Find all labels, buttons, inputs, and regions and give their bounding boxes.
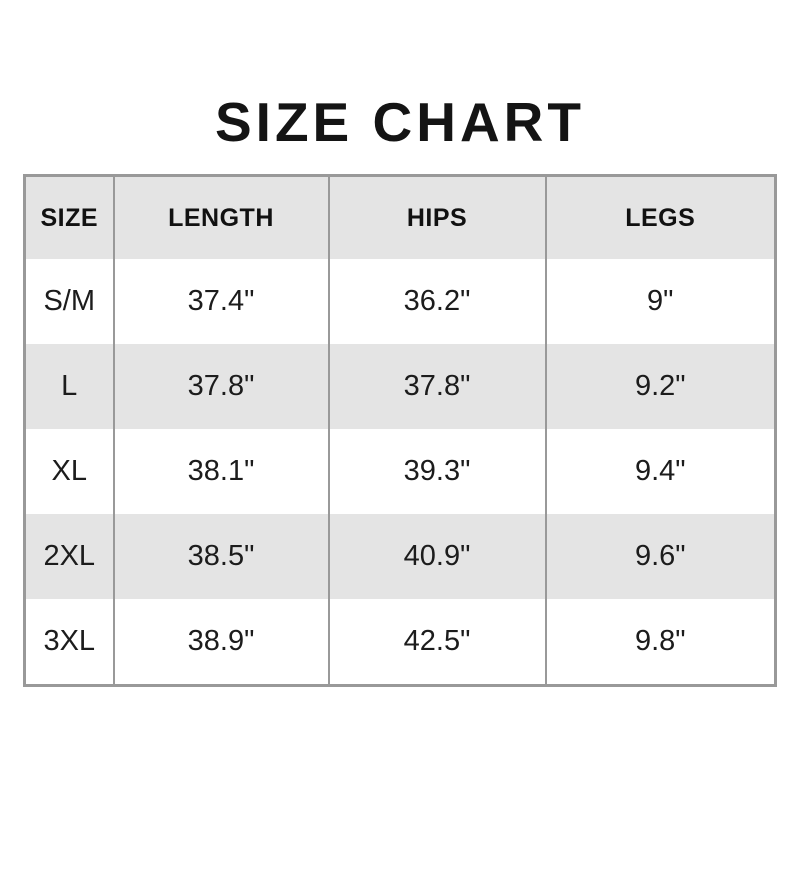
cell-legs: 9.4" [545,429,776,514]
cell-legs: 9" [545,259,776,344]
cell-length: 38.1" [113,429,330,514]
cell-size: 2XL [24,514,115,599]
column-header-size: SIZE [24,175,115,259]
table-row-sm: S/M 37.4" 36.2" 9" [24,259,776,344]
cell-size: S/M [24,259,115,344]
cell-size: 3XL [24,599,115,686]
table-body: S/M 37.4" 36.2" 9" L 37.8" 37.8" 9.2" XL… [24,259,776,686]
cell-legs: 9.8" [545,599,776,686]
cell-hips: 37.8" [328,344,547,429]
size-chart-table: SIZE LENGTH HIPS LEGS S/M 37.4" 36.2" 9"… [23,174,777,687]
column-header-length: LENGTH [113,175,330,259]
cell-length: 38.9" [113,599,330,686]
header-row: SIZE LENGTH HIPS LEGS [24,175,776,259]
cell-legs: 9.6" [545,514,776,599]
table-row-xl: XL 38.1" 39.3" 9.4" [24,429,776,514]
table-row-2xl: 2XL 38.5" 40.9" 9.6" [24,514,776,599]
cell-length: 37.4" [113,259,330,344]
cell-length: 37.8" [113,344,330,429]
page-title: SIZE CHART [215,91,585,153]
table-row-3xl: 3XL 38.9" 42.5" 9.8" [24,599,776,686]
cell-size: L [24,344,115,429]
cell-size: XL [24,429,115,514]
cell-hips: 36.2" [328,259,547,344]
table-header: SIZE LENGTH HIPS LEGS [24,175,776,259]
cell-legs: 9.2" [545,344,776,429]
size-chart-container: SIZE LENGTH HIPS LEGS S/M 37.4" 36.2" 9"… [0,174,800,687]
cell-hips: 40.9" [328,514,547,599]
cell-hips: 39.3" [328,429,547,514]
column-header-hips: HIPS [328,175,547,259]
cell-hips: 42.5" [328,599,547,686]
column-header-legs: LEGS [545,175,776,259]
table-row-l: L 37.8" 37.8" 9.2" [24,344,776,429]
cell-length: 38.5" [113,514,330,599]
